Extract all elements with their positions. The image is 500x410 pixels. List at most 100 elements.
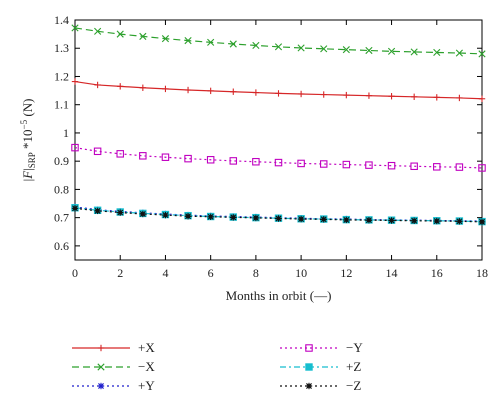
y-tick-label: 1.2 [54, 69, 69, 83]
data-point [433, 163, 441, 171]
data-point [455, 163, 464, 171]
data-point [117, 209, 124, 216]
legend-entry: +Y [72, 378, 155, 393]
data-point [139, 152, 147, 160]
data-point [297, 44, 305, 52]
plot-frame [74, 19, 483, 261]
y-label-exponent: −5 [19, 119, 29, 129]
data-point [94, 207, 101, 215]
data-point [161, 35, 170, 43]
data-point [139, 84, 147, 91]
series-3 [71, 143, 486, 172]
x-tick-label: 4 [162, 266, 168, 280]
data-point [343, 91, 350, 99]
y-tick-label: 0.6 [54, 239, 69, 253]
x-tick-label: 14 [386, 266, 398, 280]
data-point [387, 161, 396, 170]
data-point [343, 216, 350, 224]
data-point [365, 46, 373, 55]
data-point [410, 93, 418, 100]
data-point [320, 45, 328, 53]
data-point [229, 40, 237, 48]
y-axis-label: |F|SRP *10−5 (N) [19, 99, 37, 182]
x-axis-label: Months in orbit (—) [226, 288, 332, 303]
y-tick-label: 0.8 [54, 182, 69, 196]
data-point [117, 83, 124, 90]
data-point [207, 213, 214, 220]
data-point [342, 160, 351, 169]
y-tick-label: 0.7 [54, 211, 69, 225]
data-point [162, 85, 169, 93]
data-point [456, 94, 463, 102]
axes-group: 0 2 4 6 8 10 12 14 16 18 0.6 0.7 0.8 0.9 1 1.1 1.2 1.3 1.4 [54, 13, 488, 280]
data-point [297, 215, 305, 223]
legend-entry: −Y [280, 340, 363, 355]
data-point [410, 162, 418, 171]
data-point [184, 213, 192, 220]
data-point [478, 95, 486, 102]
legend-entry: −X [72, 359, 155, 374]
legend-label: −Z [346, 378, 361, 393]
data-point [161, 153, 170, 161]
series-5 [71, 205, 486, 226]
series-1 [71, 24, 486, 58]
data-point [387, 47, 396, 55]
data-point [94, 27, 102, 35]
data-point [388, 217, 395, 224]
data-point [433, 94, 440, 101]
legend-label: +X [138, 340, 155, 355]
data-point [433, 48, 441, 57]
data-point [230, 88, 237, 95]
x-tick-label: 12 [340, 266, 352, 280]
legend-label: +Z [346, 359, 361, 374]
data-point [139, 210, 147, 218]
data-point [275, 215, 282, 222]
data-point [456, 218, 463, 225]
svg-text:|F|SRP *10−5 (N): |F|SRP *10−5 (N) [19, 99, 37, 182]
data-point [320, 91, 327, 98]
data-point [139, 32, 147, 40]
x-tick-label: 8 [253, 266, 259, 280]
legend-entry: +X [72, 340, 155, 355]
data-point [71, 205, 79, 212]
data-point [388, 93, 395, 100]
data-point [455, 49, 463, 57]
data-point [410, 48, 418, 56]
legend-label: −X [138, 359, 155, 374]
y-label-multiplier: *10 [20, 129, 35, 152]
legend-marker [97, 344, 105, 352]
data-point [230, 214, 237, 221]
data-point [116, 30, 124, 38]
legend-marker [305, 363, 313, 371]
data-point [162, 211, 169, 219]
legend-entry: +Z [280, 359, 361, 374]
series-group [71, 24, 486, 226]
legend-label: +Y [138, 378, 155, 393]
x-tick-label: 6 [208, 266, 214, 280]
legend: +X −Y −X +Z +Y −Z [72, 340, 363, 393]
data-point [342, 46, 350, 54]
x-tick-label: 0 [72, 266, 78, 280]
x-tick-label: 2 [117, 266, 123, 280]
data-point [116, 150, 124, 158]
data-point [365, 216, 373, 224]
data-point [275, 90, 282, 97]
data-point [206, 156, 215, 164]
data-point [433, 217, 440, 225]
data-point [478, 164, 486, 172]
data-point [320, 216, 327, 223]
x-tick-label: 10 [295, 266, 307, 280]
y-label-bar-right: | [20, 168, 35, 171]
data-point [297, 90, 305, 98]
data-point [252, 157, 260, 166]
data-point [207, 87, 214, 95]
data-point [297, 159, 305, 168]
data-point [478, 218, 486, 226]
legend-label: −Y [346, 340, 363, 355]
data-point [252, 214, 260, 222]
data-point [274, 158, 283, 167]
y-label-subscript: SRP [27, 152, 37, 168]
series-0 [71, 78, 486, 102]
data-point [252, 41, 260, 50]
